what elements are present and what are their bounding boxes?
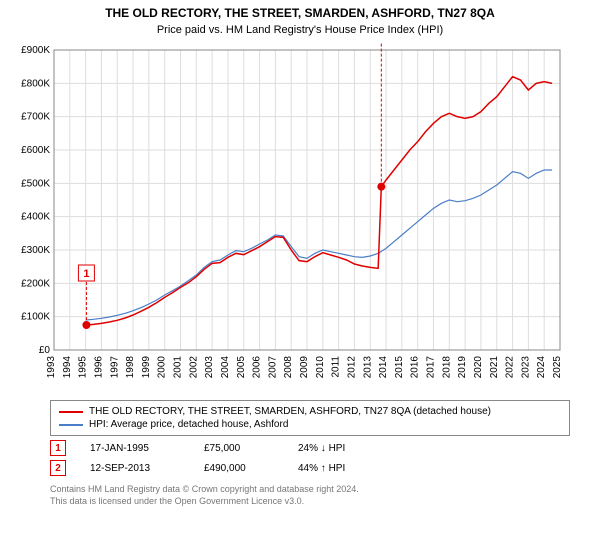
svg-text:£500K: £500K bbox=[21, 178, 50, 189]
svg-text:£300K: £300K bbox=[21, 245, 50, 256]
svg-text:1998: 1998 bbox=[125, 356, 136, 379]
svg-text:2010: 2010 bbox=[315, 356, 326, 379]
legend-label: THE OLD RECTORY, THE STREET, SMARDEN, AS… bbox=[89, 406, 491, 417]
svg-text:2006: 2006 bbox=[252, 356, 263, 379]
marker-number-box: 1 bbox=[50, 440, 66, 456]
svg-text:2022: 2022 bbox=[505, 356, 516, 379]
svg-text:2019: 2019 bbox=[457, 356, 468, 379]
marker-delta: 24% ↓ HPI bbox=[298, 443, 345, 454]
marker-delta: 44% ↑ HPI bbox=[298, 463, 345, 474]
svg-text:2021: 2021 bbox=[489, 356, 500, 379]
svg-text:2023: 2023 bbox=[520, 356, 531, 379]
svg-text:1997: 1997 bbox=[109, 356, 120, 379]
marker-date: 12-SEP-2013 bbox=[90, 463, 180, 474]
svg-text:2012: 2012 bbox=[346, 356, 357, 379]
marker-price: £490,000 bbox=[204, 463, 274, 474]
svg-text:2017: 2017 bbox=[426, 356, 437, 379]
svg-text:2000: 2000 bbox=[157, 356, 168, 379]
svg-text:£0: £0 bbox=[39, 345, 51, 356]
marker-row: 2 12-SEP-2013 £490,000 44% ↑ HPI bbox=[50, 460, 570, 476]
svg-text:2004: 2004 bbox=[220, 356, 231, 379]
svg-text:1995: 1995 bbox=[78, 356, 89, 379]
svg-text:£600K: £600K bbox=[21, 145, 50, 156]
svg-text:£700K: £700K bbox=[21, 112, 50, 123]
svg-text:2001: 2001 bbox=[173, 356, 184, 379]
footer-line2: This data is licensed under the Open Gov… bbox=[50, 496, 570, 508]
svg-text:2008: 2008 bbox=[283, 356, 294, 379]
svg-text:2007: 2007 bbox=[267, 356, 278, 379]
svg-text:2003: 2003 bbox=[204, 356, 215, 379]
svg-text:2013: 2013 bbox=[362, 356, 373, 379]
svg-text:2016: 2016 bbox=[410, 356, 421, 379]
svg-text:£800K: £800K bbox=[21, 78, 50, 89]
legend-box: THE OLD RECTORY, THE STREET, SMARDEN, AS… bbox=[50, 400, 570, 436]
svg-text:2011: 2011 bbox=[331, 356, 342, 378]
svg-text:£900K: £900K bbox=[21, 45, 50, 56]
marker-number-box: 2 bbox=[50, 460, 66, 476]
svg-text:1: 1 bbox=[83, 268, 89, 280]
legend-row: HPI: Average price, detached house, Ashf… bbox=[59, 418, 561, 431]
chart-title: THE OLD RECTORY, THE STREET, SMARDEN, AS… bbox=[0, 0, 600, 20]
marker-price: £75,000 bbox=[204, 443, 274, 454]
legend-swatch bbox=[59, 411, 83, 413]
svg-text:£100K: £100K bbox=[21, 312, 50, 323]
chart-svg: £0 £100K £200K £300K £400K £500K £600K £700K £80… bbox=[10, 42, 570, 392]
svg-text:2015: 2015 bbox=[394, 356, 405, 379]
marker-date: 17-JAN-1995 bbox=[90, 443, 180, 454]
svg-text:1993: 1993 bbox=[46, 356, 57, 379]
svg-text:2018: 2018 bbox=[441, 356, 452, 379]
chart-subtitle: Price paid vs. HM Land Registry's House … bbox=[0, 20, 600, 42]
legend-row: THE OLD RECTORY, THE STREET, SMARDEN, AS… bbox=[59, 405, 561, 418]
svg-text:2020: 2020 bbox=[473, 356, 484, 379]
chart-container: THE OLD RECTORY, THE STREET, SMARDEN, AS… bbox=[0, 0, 600, 560]
svg-text:1994: 1994 bbox=[62, 356, 73, 379]
footer-attribution: Contains HM Land Registry data © Crown c… bbox=[50, 484, 570, 507]
svg-text:2024: 2024 bbox=[536, 356, 547, 379]
chart-plot-area: £0 £100K £200K £300K £400K £500K £600K £700K £80… bbox=[10, 42, 570, 392]
svg-text:2009: 2009 bbox=[299, 356, 310, 379]
svg-text:£200K: £200K bbox=[21, 278, 50, 289]
marker-row: 1 17-JAN-1995 £75,000 24% ↓ HPI bbox=[50, 440, 570, 456]
svg-text:2005: 2005 bbox=[236, 356, 247, 379]
footer-line1: Contains HM Land Registry data © Crown c… bbox=[50, 484, 570, 496]
svg-text:2014: 2014 bbox=[378, 356, 389, 379]
legend-swatch bbox=[59, 424, 83, 426]
svg-text:1999: 1999 bbox=[141, 356, 152, 379]
legend-label: HPI: Average price, detached house, Ashf… bbox=[89, 419, 288, 430]
svg-text:2002: 2002 bbox=[188, 356, 199, 379]
svg-text:1996: 1996 bbox=[93, 356, 104, 379]
marker-table: 1 17-JAN-1995 £75,000 24% ↓ HPI 2 12-SEP-2013… bbox=[0, 440, 600, 476]
svg-text:2025: 2025 bbox=[552, 356, 563, 379]
svg-text:£400K: £400K bbox=[21, 212, 50, 223]
